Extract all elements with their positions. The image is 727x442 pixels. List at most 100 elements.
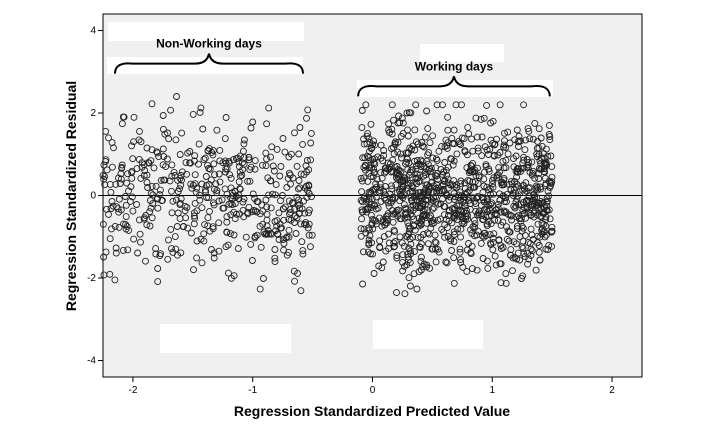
scatter-point [494, 204, 502, 211]
scatter-point [389, 218, 397, 226]
scatter-point [107, 205, 115, 212]
scatter-point [239, 206, 247, 214]
mask-patch [160, 324, 291, 353]
scatter-point [450, 157, 458, 165]
scatter-point [490, 230, 498, 238]
scatter-point [521, 231, 529, 239]
scatter-point [402, 149, 410, 157]
scatter-point [439, 101, 446, 109]
scatter-point [511, 178, 519, 185]
scatter-point [195, 140, 203, 148]
scatter-point [489, 183, 497, 191]
scatter-point [191, 180, 199, 188]
scatter-point [524, 196, 532, 204]
scatter-point [522, 136, 530, 144]
scatter-point [246, 177, 254, 185]
scatter-point [112, 249, 120, 257]
scatter-point [99, 171, 107, 179]
scatter-point [403, 109, 411, 117]
scatter-point [257, 243, 265, 251]
scatter-point [546, 183, 554, 191]
scatter-point [419, 207, 427, 215]
scatter-point [388, 101, 396, 109]
scatter-point [367, 211, 375, 219]
scatter-point [307, 129, 315, 137]
scatter-point [450, 254, 458, 262]
scatter-point [542, 222, 550, 230]
scatter-point [381, 191, 389, 199]
scatter-point [422, 184, 430, 192]
scatter-point [423, 263, 430, 271]
scatter-point [469, 147, 477, 155]
scatter-point [506, 139, 514, 147]
scatter-point [525, 208, 533, 216]
scatter-point [108, 139, 116, 147]
scatter-point [190, 266, 197, 274]
scatter-point [518, 210, 526, 218]
scatter-point [493, 205, 501, 213]
scatter-point [381, 221, 389, 229]
scatter-point [273, 217, 281, 225]
scatter-point [111, 276, 119, 284]
scatter-point [544, 152, 552, 160]
scatter-point [479, 232, 486, 240]
scatter-point [160, 176, 168, 184]
scatter-point [124, 246, 132, 254]
scatter-point [189, 110, 197, 118]
scatter-point [446, 193, 454, 201]
scatter-point [296, 124, 304, 131]
scatter-point [502, 144, 510, 151]
scatter-point [360, 225, 368, 233]
scatter-point [358, 188, 366, 196]
scatter-point [129, 155, 137, 163]
scatter-point [457, 256, 464, 264]
scatter-point [235, 178, 243, 186]
scatter-points [99, 93, 556, 298]
scatter-point [515, 182, 523, 190]
scatter-point [128, 142, 136, 150]
scatter-point [398, 154, 405, 162]
scatter-point [271, 258, 279, 266]
scatter-point [463, 267, 471, 275]
x-tick-label: 1 [489, 385, 495, 396]
scatter-point [416, 243, 424, 251]
scatter-point [409, 206, 417, 214]
scatter-point [443, 171, 451, 179]
scatter-point [123, 179, 131, 187]
scatter-point [521, 253, 529, 261]
scatter-point [130, 113, 138, 121]
scatter-point [483, 257, 491, 265]
scatter-point [468, 242, 476, 250]
scatter-point [451, 193, 459, 201]
scatter-point [146, 222, 154, 230]
scatter-point [533, 153, 541, 161]
scatter-point [152, 245, 160, 253]
scatter-point [492, 261, 500, 269]
scatter-point [293, 193, 301, 201]
scatter-point [410, 248, 418, 256]
scatter-point [405, 274, 413, 282]
scatter-point [269, 190, 277, 198]
scatter-point [160, 153, 168, 160]
y-tick-label: -4 [87, 356, 96, 367]
scatter-point [224, 269, 232, 277]
scatter-point [228, 195, 236, 203]
scatter-point [414, 233, 422, 241]
scatter-point [171, 233, 179, 241]
scatter-point [369, 225, 377, 233]
scatter-point [287, 180, 294, 188]
scatter-point [168, 245, 175, 253]
scatter-point [305, 206, 313, 214]
scatter-point [279, 205, 287, 213]
scatter-point [196, 196, 204, 204]
scatter-point [244, 210, 252, 218]
scatter-point [463, 246, 471, 254]
scatter-point [489, 139, 497, 147]
scatter-point [370, 165, 378, 173]
scatter-point [534, 137, 541, 145]
scatter-point [215, 247, 223, 255]
scatter-point [402, 210, 410, 218]
scatter-point [535, 144, 543, 152]
scatter-point [285, 226, 293, 234]
scatter-point [468, 135, 475, 143]
